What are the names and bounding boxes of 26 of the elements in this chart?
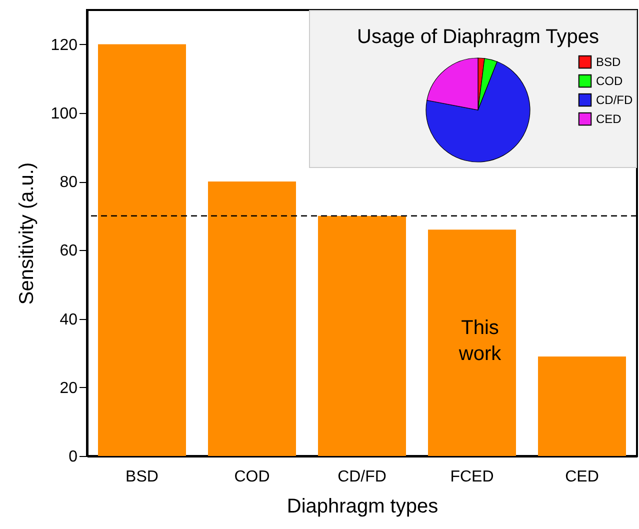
- annotation: This work: [458, 317, 502, 365]
- x-tick-label: BSD: [126, 468, 158, 486]
- bar: [98, 44, 186, 456]
- y-tick-label: 80: [60, 174, 78, 192]
- x-tick-label: FCED: [450, 468, 494, 486]
- pie-slice: [426, 61, 530, 162]
- y-tick-label: 120: [50, 36, 78, 54]
- x-tick-label: CD/FD: [338, 468, 386, 486]
- y-tick-label: 0: [68, 448, 78, 466]
- legend-label: COD: [596, 74, 623, 88]
- bar: [208, 182, 296, 456]
- x-tick-label: COD: [234, 468, 270, 486]
- legend-label: CD/FD: [596, 93, 633, 107]
- y-tick-label: 100: [50, 105, 78, 122]
- chart-title: Usage of Diaphragm Types: [357, 26, 599, 48]
- x-tick-label: CED: [565, 468, 599, 486]
- bar: [538, 356, 626, 456]
- y-tick-label: 20: [60, 380, 78, 397]
- x-axis-title: Diaphragm types: [286, 496, 438, 518]
- y-tick-label: 40: [60, 311, 78, 328]
- bar: [318, 216, 406, 456]
- bar: [428, 230, 516, 456]
- y-axis-title: Sensitivity (a.u.): [16, 162, 38, 305]
- legend-label: CED: [596, 112, 622, 126]
- legend-label: BSD: [596, 55, 622, 69]
- y-tick-label: 60: [60, 242, 78, 260]
